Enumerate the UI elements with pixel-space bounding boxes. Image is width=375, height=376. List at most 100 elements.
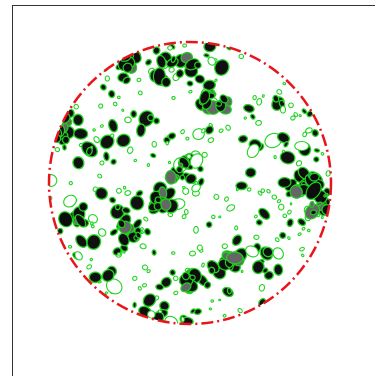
particle <box>279 150 296 165</box>
particle <box>283 140 289 148</box>
particle <box>122 62 133 74</box>
particle <box>171 95 176 100</box>
particle <box>194 61 202 69</box>
particle <box>181 271 190 281</box>
particle <box>62 144 67 151</box>
particle <box>103 151 110 162</box>
particle <box>92 128 96 132</box>
particle <box>190 308 196 314</box>
particle <box>201 151 208 158</box>
particle <box>129 195 145 211</box>
particle <box>221 243 228 250</box>
particle <box>272 247 284 260</box>
particle <box>276 199 282 204</box>
particle <box>276 132 291 144</box>
particle <box>188 89 193 94</box>
particle <box>266 189 271 194</box>
particle <box>287 209 292 215</box>
particle <box>146 163 151 167</box>
particle <box>124 190 132 196</box>
particle <box>161 76 172 88</box>
particle <box>165 141 169 146</box>
particle <box>246 143 260 159</box>
particle <box>121 206 131 214</box>
particle <box>136 123 146 138</box>
particle <box>122 185 127 190</box>
particle <box>214 78 218 82</box>
particle <box>234 225 239 231</box>
particle <box>215 100 223 107</box>
particle <box>218 128 224 133</box>
particle <box>218 298 222 302</box>
particle <box>313 148 321 153</box>
particle <box>273 263 284 276</box>
particle <box>286 218 294 228</box>
particle <box>289 184 303 199</box>
particle <box>244 167 257 178</box>
particle <box>309 200 315 208</box>
particle <box>116 95 121 100</box>
particle <box>117 219 126 229</box>
particle <box>154 196 162 204</box>
particle <box>98 103 104 109</box>
particle <box>136 77 142 83</box>
particle <box>306 228 311 233</box>
particle <box>180 129 185 135</box>
particle <box>108 118 119 133</box>
particle <box>253 234 260 240</box>
particle <box>300 253 305 258</box>
particle <box>78 201 89 212</box>
particle <box>181 214 187 220</box>
particle <box>132 275 138 281</box>
particle <box>222 313 227 318</box>
particle <box>277 176 292 189</box>
particle <box>237 134 249 144</box>
particle <box>68 181 73 186</box>
particle <box>218 215 222 219</box>
particle <box>313 156 320 163</box>
particle <box>201 127 206 134</box>
particle <box>173 290 179 296</box>
particle <box>219 94 229 104</box>
particle <box>147 114 155 122</box>
particle <box>74 214 87 228</box>
particle <box>287 236 291 241</box>
particle <box>180 316 185 323</box>
particle <box>142 283 147 288</box>
particle <box>167 45 173 51</box>
particle <box>86 234 102 250</box>
particle <box>135 190 144 197</box>
particle <box>299 246 305 252</box>
particle <box>253 214 258 219</box>
particle <box>320 151 325 156</box>
particle <box>101 268 115 283</box>
particle <box>73 103 80 110</box>
particle <box>132 301 137 309</box>
particle <box>210 299 215 303</box>
particle <box>207 137 215 143</box>
particle <box>226 251 244 265</box>
particle <box>104 291 108 295</box>
particle <box>320 216 324 220</box>
particle <box>179 174 186 181</box>
particle <box>73 127 89 140</box>
particle <box>258 207 271 220</box>
particle <box>245 245 259 258</box>
particle <box>94 186 109 200</box>
particle <box>115 187 122 194</box>
particle <box>72 113 84 127</box>
particle <box>49 174 58 187</box>
particle <box>260 188 266 194</box>
particle <box>274 237 280 243</box>
particle <box>237 307 243 314</box>
particle <box>204 125 214 135</box>
particle <box>109 228 118 236</box>
particle <box>261 94 265 98</box>
particle <box>182 185 186 190</box>
particle <box>72 156 85 170</box>
particle <box>137 286 142 291</box>
particle <box>142 293 157 308</box>
particle <box>279 231 287 239</box>
particle <box>250 113 256 120</box>
